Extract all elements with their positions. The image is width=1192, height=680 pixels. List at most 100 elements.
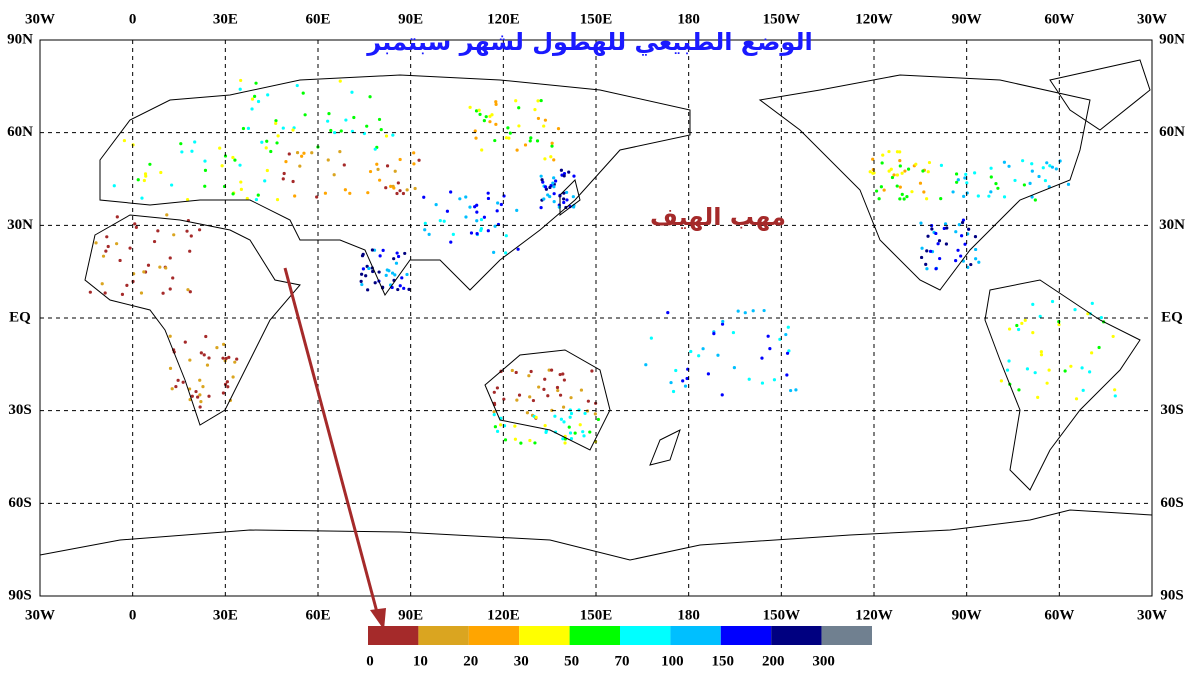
- station-dot: [889, 167, 893, 171]
- station-dot: [158, 265, 162, 269]
- lon-label-top: 30W: [1137, 11, 1167, 27]
- station-dot: [751, 309, 755, 313]
- legend-label: 10: [413, 653, 428, 669]
- legend-label: 30: [514, 653, 529, 669]
- station-dot: [104, 249, 108, 253]
- station-dot: [1069, 364, 1073, 368]
- station-dot: [224, 356, 228, 361]
- station-dot: [534, 415, 538, 419]
- station-dot: [189, 234, 193, 238]
- station-dot: [1023, 318, 1027, 322]
- station-dot: [342, 163, 346, 167]
- station-dot: [681, 379, 685, 383]
- station-dot: [395, 251, 399, 255]
- station-dot: [535, 139, 540, 143]
- south-america: [984, 279, 1141, 491]
- station-dot: [140, 196, 144, 200]
- station-dot: [556, 388, 560, 393]
- station-dot: [989, 190, 993, 194]
- station-dot: [412, 151, 416, 155]
- station-dot: [954, 230, 958, 234]
- station-dot: [413, 186, 417, 191]
- station-dot: [999, 379, 1003, 383]
- station-dot: [152, 239, 157, 244]
- station-dot: [590, 369, 594, 373]
- station-dot: [303, 113, 307, 117]
- station-dot: [1033, 371, 1037, 375]
- station-dot: [977, 260, 981, 264]
- station-dot: [543, 118, 548, 122]
- station-dot: [644, 363, 648, 367]
- station-dot: [579, 388, 584, 392]
- station-dot: [215, 346, 219, 350]
- station-dot: [548, 185, 552, 190]
- station-dot: [669, 380, 673, 385]
- station-dot: [903, 169, 907, 173]
- station-dot: [161, 291, 165, 295]
- station-dot: [134, 225, 138, 229]
- station-dot: [281, 177, 285, 181]
- station-dot: [1025, 367, 1030, 371]
- station-dot: [94, 241, 98, 245]
- station-dot: [525, 411, 530, 415]
- station-dot: [339, 129, 343, 133]
- station-dot: [523, 143, 528, 147]
- station-dot: [143, 172, 148, 176]
- eurasia: [99, 74, 691, 297]
- station-dot: [596, 417, 600, 422]
- station-dot: [106, 244, 110, 249]
- station-dot: [146, 263, 151, 267]
- station-dot: [697, 354, 701, 358]
- station-dot: [396, 181, 400, 185]
- station-dot: [233, 360, 237, 364]
- station-dot: [475, 203, 479, 207]
- station-dot: [552, 192, 556, 196]
- station-dot: [561, 437, 565, 441]
- station-dot: [934, 231, 938, 236]
- station-dot: [925, 197, 929, 201]
- station-dot: [198, 378, 202, 382]
- station-dot: [300, 154, 304, 158]
- station-dot: [996, 186, 1000, 190]
- station-dot: [528, 139, 532, 143]
- station-dot: [477, 108, 481, 112]
- station-dot: [563, 441, 567, 445]
- station-dot: [125, 283, 129, 287]
- station-dot: [543, 157, 547, 161]
- station-dot: [513, 437, 518, 441]
- station-dot: [900, 192, 904, 196]
- station-dot: [572, 174, 576, 178]
- legend-swatch: [821, 626, 872, 645]
- station-dot: [1057, 320, 1061, 324]
- station-dot: [785, 373, 789, 377]
- station-dot: [494, 102, 498, 106]
- station-dot: [887, 169, 891, 173]
- station-dot: [412, 162, 416, 166]
- station-dot: [1013, 178, 1017, 183]
- station-dot: [934, 267, 938, 271]
- station-dot: [874, 189, 879, 193]
- station-dot: [559, 417, 563, 421]
- station-dot: [552, 158, 556, 162]
- station-dot: [185, 229, 189, 233]
- station-dot: [332, 173, 336, 177]
- annotation: مهب الهيف: [650, 203, 786, 231]
- station-dot: [559, 168, 564, 172]
- station-dot: [329, 128, 333, 133]
- station-dot: [492, 250, 496, 254]
- station-dot: [368, 169, 373, 174]
- station-dot: [507, 136, 511, 140]
- station-dot: [666, 311, 670, 315]
- station-dot: [762, 308, 766, 313]
- station-dot: [239, 78, 243, 83]
- station-dot: [879, 185, 883, 189]
- station-dot: [298, 164, 302, 168]
- station-dot: [115, 242, 119, 246]
- station-dot: [871, 171, 875, 175]
- station-dot: [361, 267, 366, 271]
- station-dot: [203, 159, 207, 163]
- lon-label-top: 180: [677, 11, 700, 27]
- station-dot: [895, 173, 900, 177]
- lat-label-left: 90N: [7, 31, 33, 47]
- station-dot: [1090, 351, 1094, 355]
